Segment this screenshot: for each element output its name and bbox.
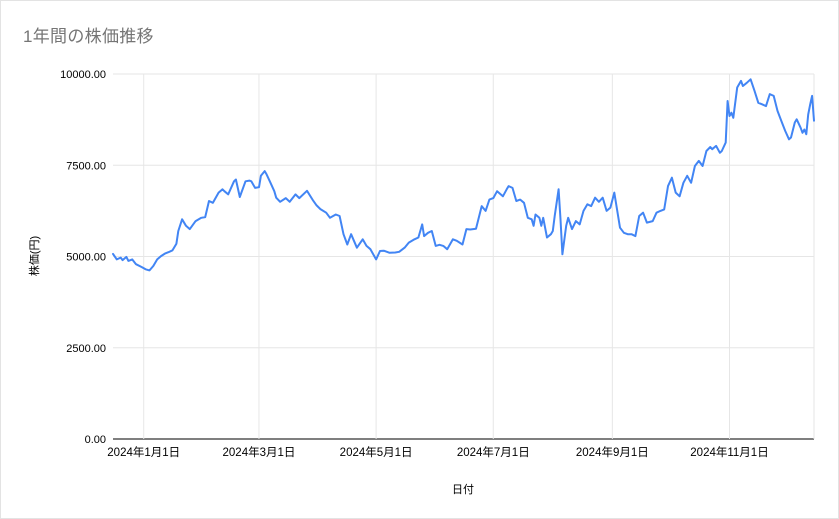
x-tick-label: 2024年3月1日 [223,445,296,459]
y-tick-label: 0.00 [85,434,106,446]
x-tick-label: 2024年5月1日 [340,445,413,459]
chart-title: 1年間の株価推移 [23,27,154,46]
x-tick-label: 2024年7月1日 [457,445,530,459]
y-tick-label: 5000.00 [66,252,106,264]
y-tick-label: 10000.00 [60,69,106,81]
y-tick-label: 7500.00 [66,160,106,172]
x-tick-label: 2024年9月1日 [576,445,649,459]
x-tick-label: 2024年1月1日 [107,445,180,459]
x-tick-label: 2024年11月1日 [690,445,768,459]
y-tick-label: 2500.00 [66,343,106,355]
price-series-line [112,78,815,272]
x-axis-title: 日付 [452,484,474,496]
